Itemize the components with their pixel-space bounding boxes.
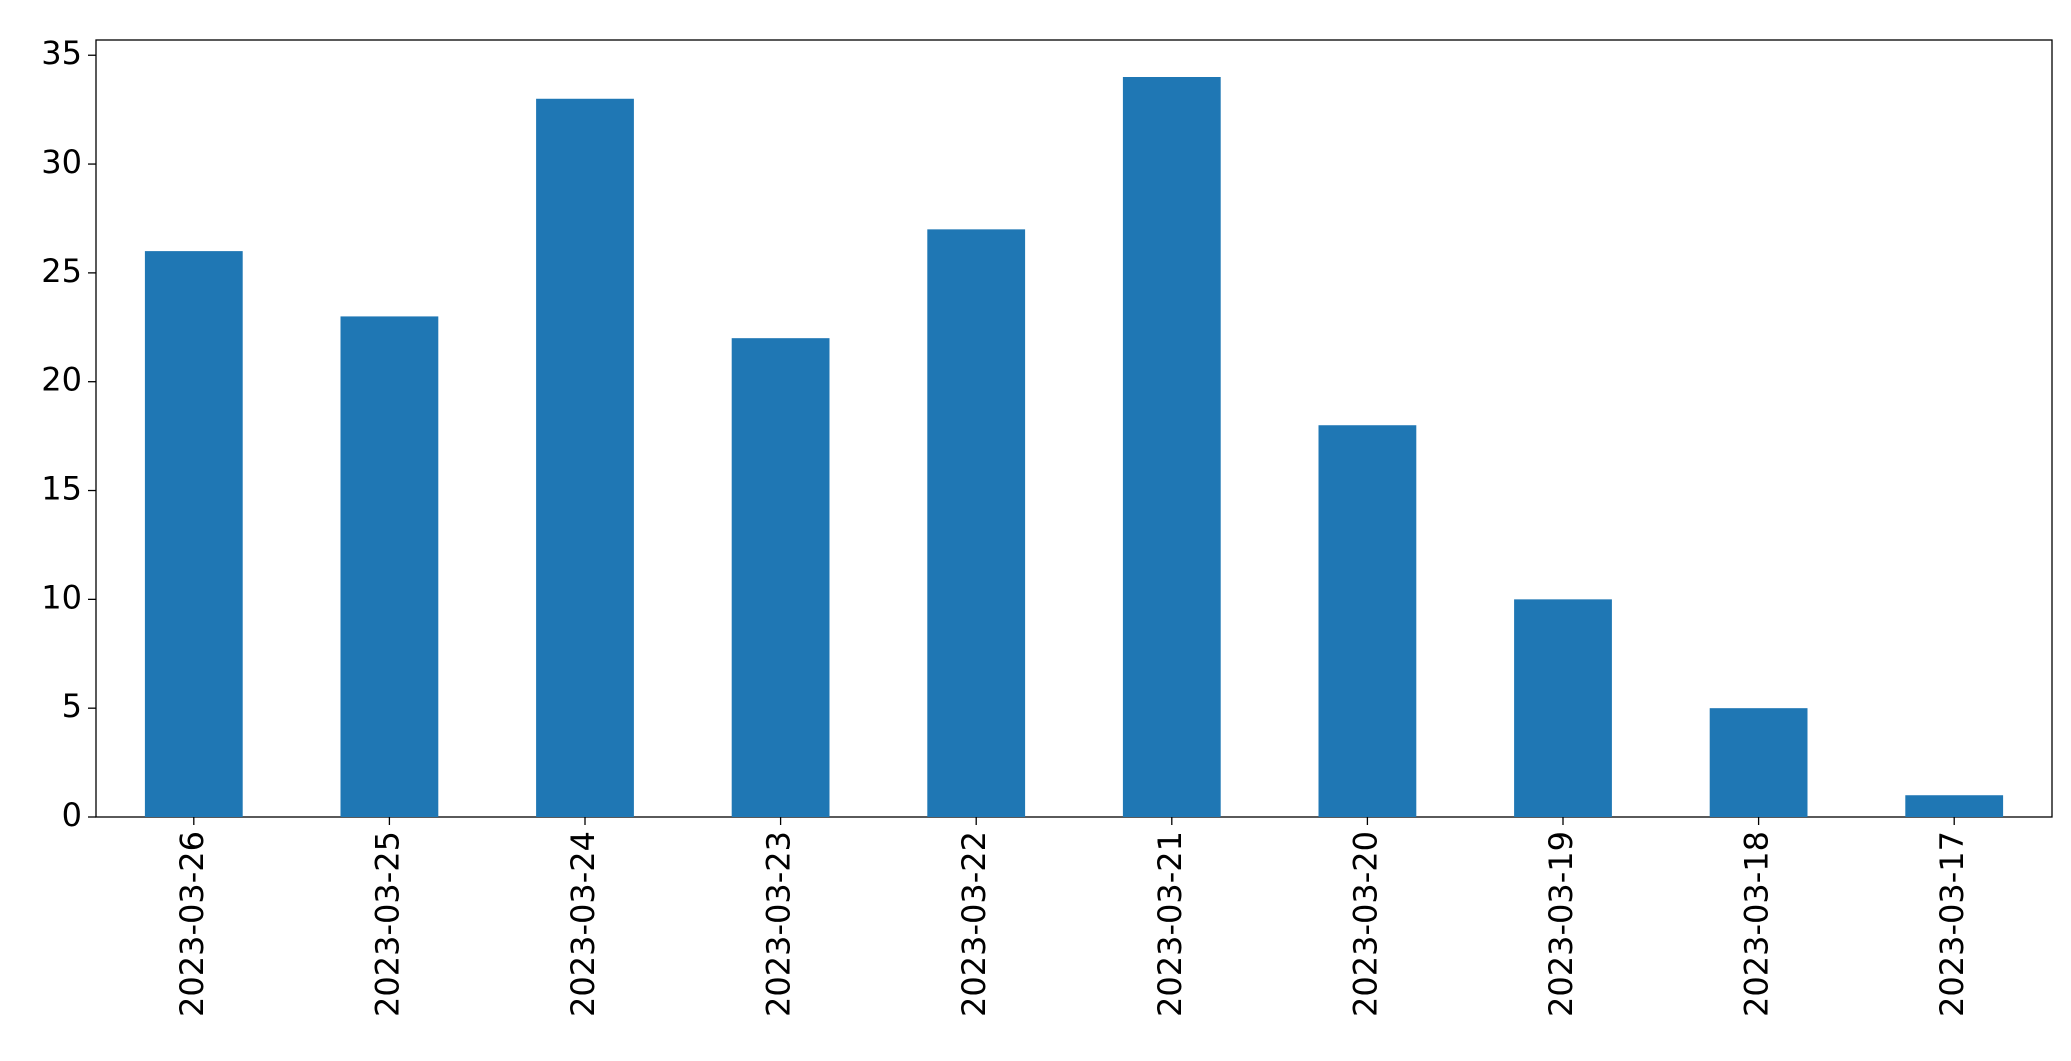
x-tick-label: 2023-03-21 <box>1151 831 1189 1017</box>
plot-frame <box>95 39 2053 818</box>
bar <box>1709 708 1808 817</box>
bar <box>1122 77 1221 817</box>
bar <box>144 251 243 817</box>
y-tick-label: 25 <box>41 252 82 290</box>
x-tick-label: 2023-03-17 <box>1933 831 1971 1017</box>
x-tick-label: 2023-03-24 <box>564 831 602 1017</box>
y-tick-label: 5 <box>62 687 82 725</box>
x-tick-label: 2023-03-25 <box>368 831 406 1017</box>
bar <box>1514 599 1612 817</box>
x-tick-label: 2023-03-19 <box>1542 831 1580 1017</box>
y-tick-label: 20 <box>41 361 82 399</box>
y-tick-label: 35 <box>41 34 82 72</box>
y-tick-label: 10 <box>41 578 82 616</box>
bar <box>1905 795 2004 817</box>
y-tick-label: 15 <box>41 470 82 508</box>
x-tick-label: 2023-03-20 <box>1346 831 1384 1017</box>
x-tick-label: 2023-03-26 <box>173 831 211 1017</box>
bar <box>340 316 439 817</box>
y-tick-label: 30 <box>41 143 82 181</box>
bar <box>536 98 634 817</box>
bar <box>927 229 1026 818</box>
x-tick-label: 2023-03-23 <box>760 831 798 1017</box>
x-tick-label: 2023-03-22 <box>955 831 993 1017</box>
x-tick-label: 2023-03-18 <box>1738 831 1776 1017</box>
bar <box>731 338 830 817</box>
bar <box>1318 425 1417 817</box>
y-tick-label: 0 <box>62 796 82 834</box>
